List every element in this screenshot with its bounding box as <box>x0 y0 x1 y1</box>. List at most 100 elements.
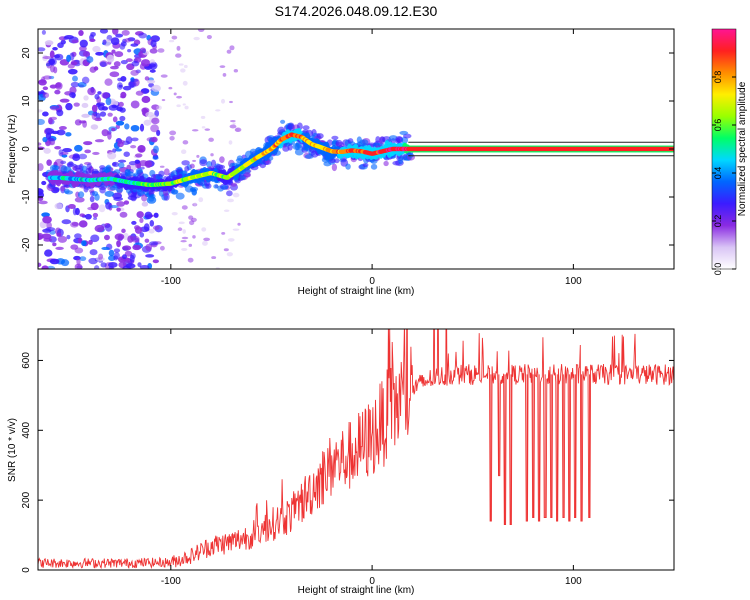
ridge-halo <box>345 163 351 170</box>
noise-blob <box>92 151 100 155</box>
noise-blob <box>198 197 204 203</box>
noise-blob <box>138 32 148 39</box>
noise-blob <box>54 89 61 95</box>
noise-blob <box>74 233 82 239</box>
noise-blob <box>123 151 130 157</box>
noise-blob <box>48 57 57 66</box>
noise-blob <box>120 59 128 65</box>
ridge-halo <box>230 182 238 187</box>
noise-blob <box>141 95 151 104</box>
noise-blob <box>70 221 79 228</box>
noise-blob <box>85 213 92 220</box>
noise-blob <box>108 266 115 269</box>
noise-blob <box>175 53 182 58</box>
noise-blob <box>229 45 235 51</box>
noise-blob <box>188 243 193 247</box>
noise-blob <box>153 145 159 154</box>
noise-blob <box>52 242 57 247</box>
noise-blob <box>54 202 63 210</box>
noise-blob <box>169 136 175 141</box>
noise-blob <box>90 31 96 37</box>
snr-ytick-label: 400 <box>21 422 32 439</box>
noise-blob <box>160 74 168 78</box>
noise-blob <box>83 95 89 101</box>
noise-blob <box>232 122 236 125</box>
ridge-halo <box>109 186 118 191</box>
noise-blob <box>139 232 145 238</box>
noise-blob <box>114 233 125 241</box>
noise-blob <box>230 119 236 123</box>
noise-blob <box>200 115 206 119</box>
noise-blob <box>92 212 99 218</box>
snr-panel: -100 0 100 0 200 400 600 Height of straight li… <box>7 328 675 596</box>
noise-blob <box>98 204 106 213</box>
noise-blob <box>66 54 72 63</box>
noise-blob <box>145 243 153 251</box>
ridge-halo <box>226 190 233 197</box>
noise-blob <box>221 231 226 235</box>
colorbar-tick-label: 0.4 <box>713 167 723 180</box>
noise-blob <box>121 254 127 260</box>
noise-blob <box>49 258 60 265</box>
ridge-halo <box>67 163 74 168</box>
noise-blob <box>150 124 159 133</box>
ridge-halo <box>60 165 68 173</box>
noise-blob <box>89 38 96 43</box>
noise-blob <box>49 105 60 111</box>
noise-blob <box>81 240 87 247</box>
noise-blob <box>57 42 64 49</box>
noise-blob <box>115 33 124 38</box>
noise-blob <box>116 82 123 90</box>
noise-blob <box>81 113 90 118</box>
snr-xtick-label: -100 <box>161 576 181 587</box>
noise-blob <box>182 229 186 234</box>
ridge-halo <box>150 193 156 199</box>
noise-blob <box>72 75 78 82</box>
noise-blob <box>70 81 80 88</box>
noise-blob <box>151 136 158 143</box>
snr-xtick-label: 100 <box>565 576 582 587</box>
noise-blob <box>112 116 118 123</box>
noise-blob <box>38 200 48 205</box>
noise-blob <box>139 123 145 132</box>
noise-blob <box>66 234 71 240</box>
snr-series-line <box>38 329 674 570</box>
noise-blob <box>124 123 130 130</box>
noise-blob <box>223 248 229 252</box>
noise-blob <box>132 244 142 251</box>
spectrogram-xtick-label: 0 <box>369 276 375 287</box>
noise-blob <box>122 232 129 241</box>
noise-blob <box>81 76 90 84</box>
noise-blob <box>56 109 64 117</box>
noise-blob <box>119 115 126 122</box>
ridge-halo <box>52 186 60 192</box>
noise-blob <box>88 257 98 265</box>
colorbar-ticks: 0.0 0.2 0.4 0.6 0.8 <box>712 71 736 276</box>
noise-blob <box>181 247 188 251</box>
colorbar-tick-label: 0.6 <box>713 119 723 132</box>
noise-blob <box>42 75 52 80</box>
spectrogram-ytick-label: -20 <box>21 237 32 252</box>
noise-blob <box>137 262 142 268</box>
noise-blob <box>54 146 62 150</box>
noise-blob <box>173 92 177 96</box>
noise-blob <box>104 78 113 86</box>
noise-blob <box>219 65 226 69</box>
noise-blob <box>54 158 64 167</box>
noise-blob <box>58 149 64 157</box>
noise-blob <box>42 92 50 99</box>
ridge-halo <box>184 165 190 172</box>
colorbar-tick-label: 0.0 <box>713 263 723 276</box>
noise-blob <box>202 240 208 246</box>
snr-ytick-label: 0 <box>21 567 32 573</box>
noise-blob <box>226 252 233 257</box>
noise-blob <box>111 104 118 109</box>
noise-blob <box>99 61 107 68</box>
spectrogram-ytick-label: -10 <box>21 189 32 204</box>
spectrogram-ytick-label: 10 <box>21 95 32 107</box>
noise-blob <box>92 45 101 53</box>
noise-blob <box>159 165 165 168</box>
noise-blob <box>91 112 97 120</box>
noise-blob <box>152 225 160 230</box>
